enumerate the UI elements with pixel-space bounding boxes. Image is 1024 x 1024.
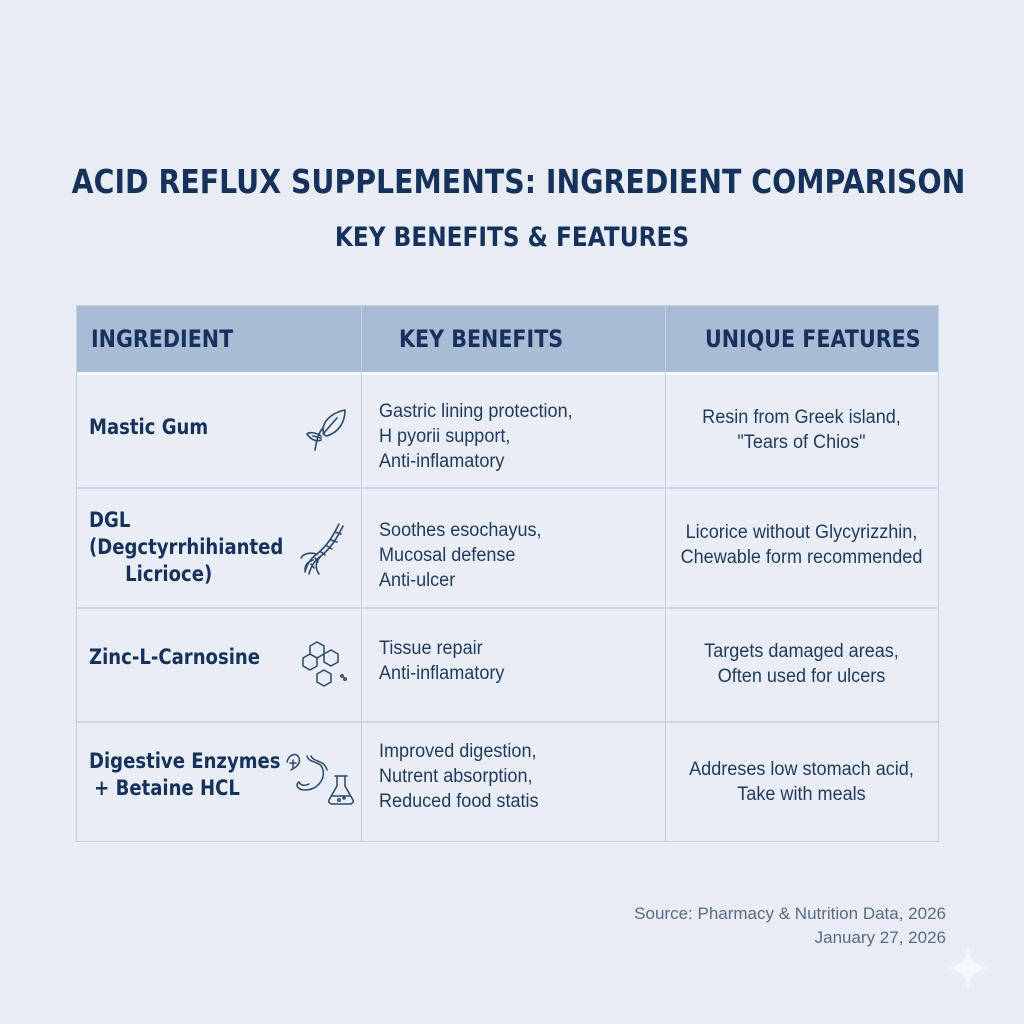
stomach-flask-icon [286,753,354,805]
header-unique-features: UNIQUE FEATURES [705,325,921,353]
header-ingredient: INGREDIENT [91,325,234,353]
ingredient-name: Digestive Enzymes + Betaine HCL [89,749,281,800]
page-title: ACID REFLUX SUPPLEMENTS: INGREDIENT COMP… [71,162,966,201]
leaf-icon [306,409,346,451]
header-key-benefits: KEY BENEFITS [399,325,564,353]
source-line: Source: Pharmacy & Nutrition Data, 2026 [634,904,946,923]
ingredient-name: Mastic Gum [89,415,209,439]
source-note: Source: Pharmacy & Nutrition Data, 2026 … [634,902,946,950]
row-divider [77,721,938,723]
sparkle-icon [946,946,990,990]
page-subtitle: KEY BENEFITS & FEATURES [334,222,690,253]
features-text: Addreses low stomach acid, Take with mea… [689,759,914,805]
row-divider [77,487,938,489]
date-line: January 27, 2026 [814,928,946,947]
ingredient-name: DGL (Degctyrrhihianted Licrioce) [89,508,284,586]
column-divider [665,306,666,841]
row-divider [77,607,938,609]
ingredient-name: Zinc-L-Carnosine [89,645,261,669]
licorice-root-icon [300,523,344,575]
molecule-icon [302,641,347,687]
column-divider [361,306,362,841]
benefits-text: Tissue repair Anti-inflamatory [379,638,505,684]
benefits-text: Soothes esochayus, Mucosal defense Anti-… [379,520,542,591]
features-text: Resin from Greek island, "Tears of Chios… [702,407,901,453]
features-text: Targets damaged areas, Often used for ul… [704,641,899,687]
table-header: INGREDIENT KEY BENEFITS UNIQUE FEATURES [77,306,938,375]
comparison-table: INGREDIENT KEY BENEFITS UNIQUE FEATURES … [76,305,939,842]
benefits-text: Improved digestion, Nutrent absorption, … [379,741,539,812]
benefits-text: Gastric lining protection, H pyorii supp… [379,401,573,472]
features-text: Licorice without Glycyrizzhin, Chewable … [680,522,923,568]
